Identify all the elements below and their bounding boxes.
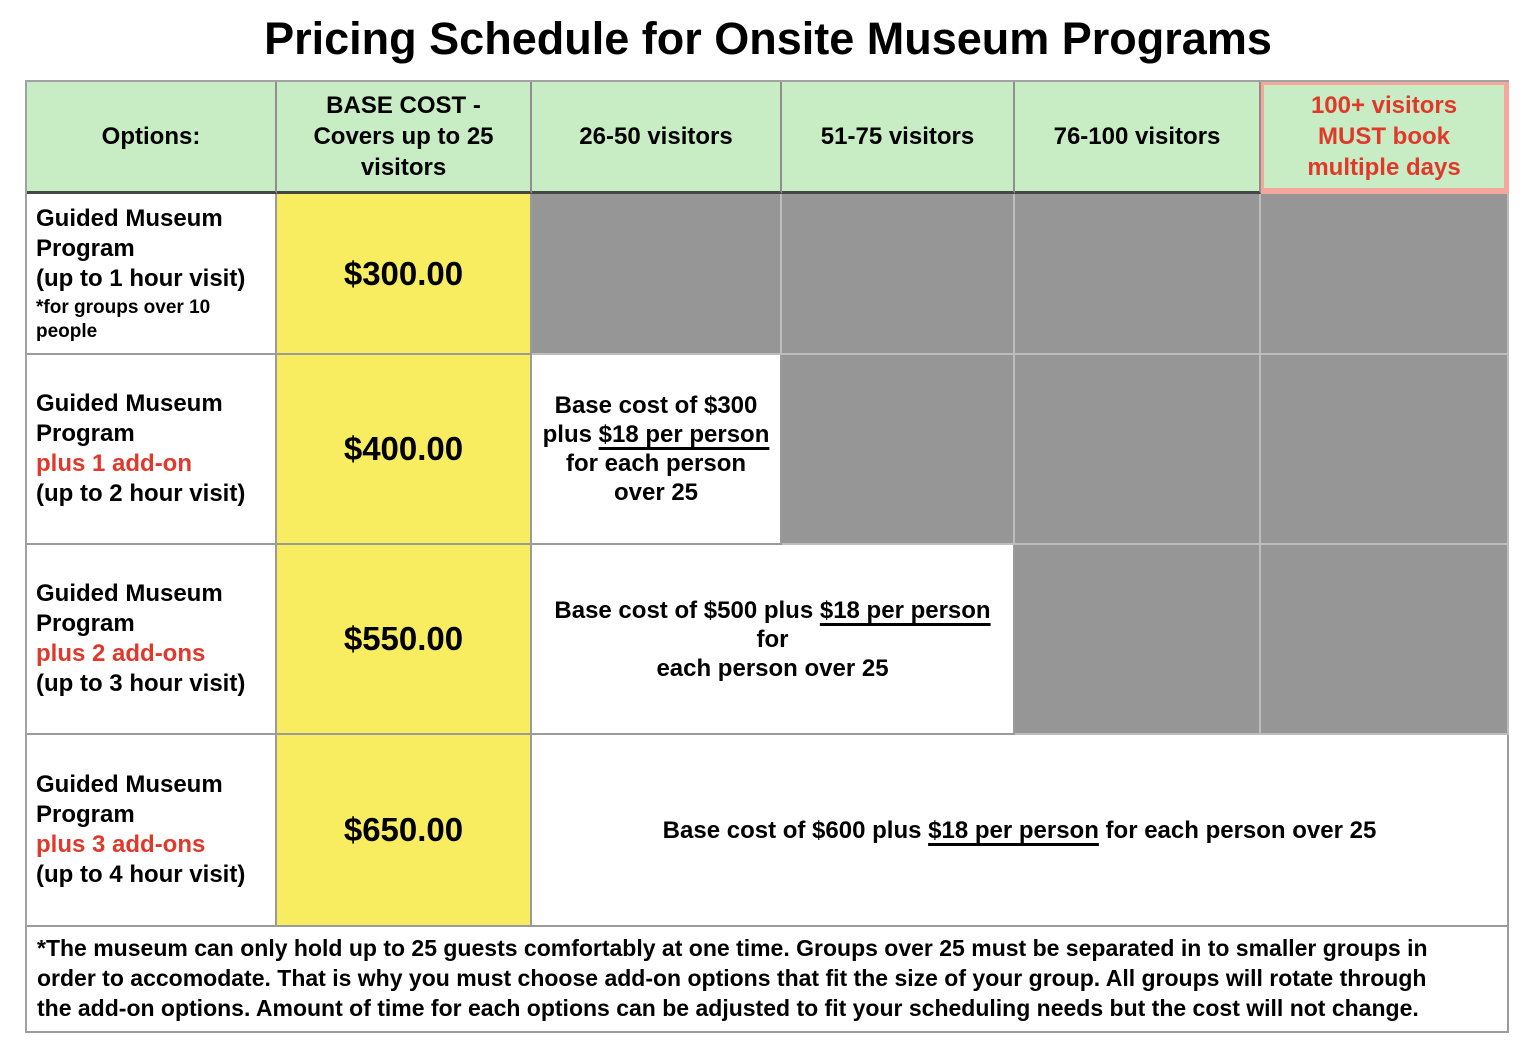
footnote-line-2: order to accomodate. That is why you mus… — [37, 965, 1427, 991]
column-header-51-75: 51-75 visitors — [782, 82, 1015, 194]
option-cell-guided-program: Guided Museum Program (up to 1 hour visi… — [27, 194, 277, 355]
column-header-26-50: 26-50 visitors — [532, 82, 782, 194]
option-addon: plus 1 add-on — [36, 450, 192, 477]
unavailable-cell — [532, 194, 782, 355]
base-cost-cell-3: $550.00 — [277, 545, 532, 735]
option-title: Guided Museum Program — [36, 580, 223, 637]
base-cost-cell-4: $650.00 — [277, 735, 532, 927]
column-header-76-100: 76-100 visitors — [1015, 82, 1261, 194]
column-header-base-cost: BASE COST - Covers up to 25 visitors — [277, 82, 532, 194]
option-group-size-note: *for groups over 10 people — [36, 296, 211, 342]
page-title: Pricing Schedule for Onsite Museum Progr… — [264, 13, 1272, 64]
surcharge-line: Base cost of $300 — [554, 392, 758, 419]
option-cell-plus-3-addons: Guided Museum Program plus 3 add-ons (up… — [27, 735, 277, 927]
base-cost-cell-2: $400.00 — [277, 355, 532, 545]
surcharge-line: for each person — [565, 450, 747, 477]
footnote-line-3: the add-on options. Amount of time for e… — [37, 995, 1419, 1021]
column-header-base-cost-label: BASE COST - Covers up to 25 visitors — [313, 92, 494, 181]
pricing-table: Options: BASE COST - Covers up to 25 vis… — [25, 80, 1509, 1033]
surcharge-note-26-100: Base cost of $600 plus $18 per person fo… — [532, 735, 1509, 927]
option-duration: (up to 4 hour visit) — [36, 861, 246, 888]
unavailable-cell — [782, 194, 1015, 355]
surcharge-note-26-50: Base cost of $300 plus $18 per person fo… — [532, 355, 782, 545]
option-title: Guided Museum Program — [36, 771, 223, 828]
column-header-76-100-label: 76-100 visitors — [1053, 123, 1221, 150]
footnote: *The museum can only hold up to 25 guest… — [27, 927, 1509, 1033]
column-header-options-label: Options: — [101, 123, 201, 150]
base-cost-cell-1: $300.00 — [277, 194, 532, 355]
surcharge-line: Base cost of $600 plus $18 per person fo… — [662, 816, 1377, 844]
option-addon: plus 2 add-ons — [36, 640, 206, 667]
surcharge-line: Base cost of $500 plus $18 per person fo… — [554, 596, 991, 653]
unavailable-cell — [1015, 545, 1261, 735]
option-cell-plus-2-addons: Guided Museum Program plus 2 add-ons (up… — [27, 545, 277, 735]
unavailable-cell — [1261, 545, 1509, 735]
option-duration: (up to 2 hour visit) — [36, 480, 246, 507]
column-header-100-plus: 100+ visitors MUST book multiple days — [1261, 82, 1509, 194]
surcharge-line: plus $18 per person — [542, 421, 770, 448]
option-duration: (up to 3 hour visit) — [36, 670, 246, 697]
option-title: Guided Museum Program — [36, 390, 223, 447]
unavailable-cell — [1261, 194, 1509, 355]
option-addon: plus 3 add-ons — [36, 831, 206, 858]
unavailable-cell — [1261, 355, 1509, 545]
option-cell-plus-1-addon: Guided Museum Program plus 1 add-on (up … — [27, 355, 277, 545]
unavailable-cell — [1015, 355, 1261, 545]
unavailable-cell — [1015, 194, 1261, 355]
footnote-line-1: *The museum can only hold up to 25 guest… — [37, 935, 1428, 961]
column-header-51-75-label: 51-75 visitors — [820, 123, 975, 150]
column-header-100-plus-label: 100+ visitors MUST book multiple days — [1307, 92, 1461, 181]
surcharge-line: over 25 — [613, 479, 699, 506]
column-header-26-50-label: 26-50 visitors — [579, 123, 733, 150]
option-title: Guided Museum Program — [36, 204, 223, 262]
column-header-options: Options: — [27, 82, 277, 194]
unavailable-cell — [782, 355, 1015, 545]
surcharge-line: each person over 25 — [656, 654, 889, 682]
option-duration: (up to 1 hour visit) — [36, 264, 246, 292]
surcharge-note-26-75: Base cost of $500 plus $18 per person fo… — [532, 545, 1015, 735]
